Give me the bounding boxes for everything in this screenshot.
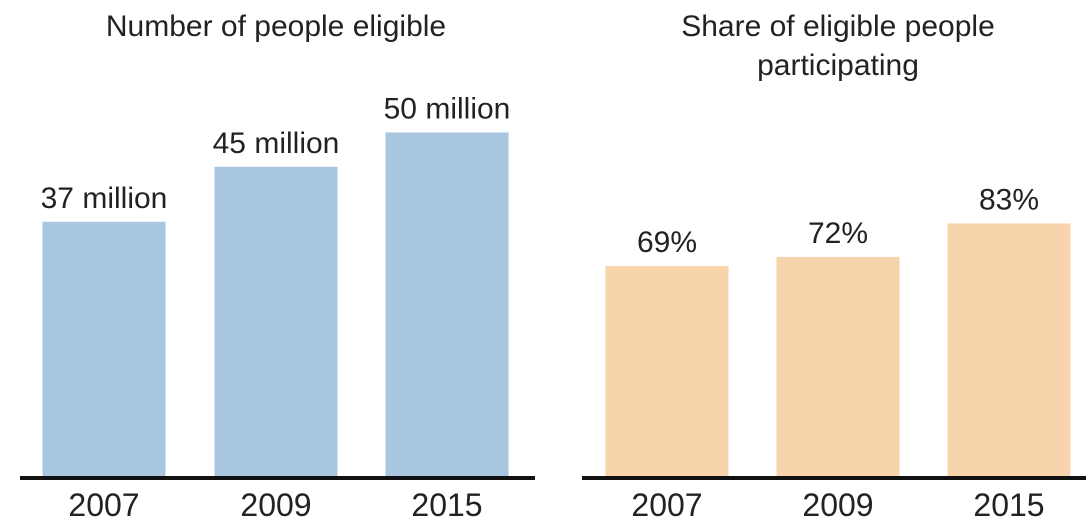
data-label-2009: 45 million: [213, 127, 340, 160]
bar-2009: [215, 167, 338, 476]
data-label-2015: 83%: [979, 183, 1039, 216]
tick-label-2009: 2009: [240, 487, 311, 523]
bar-2007: [606, 266, 729, 476]
bar-2015: [948, 223, 1071, 476]
data-label-2007: 69%: [637, 226, 697, 259]
tick-label-2015: 2015: [411, 487, 482, 523]
chart-title-line-1: Share of eligible people: [681, 10, 995, 43]
chart-title-line-2: participating: [757, 49, 919, 82]
tick-label-2007: 2007: [631, 487, 702, 523]
data-label-2007: 37 million: [41, 182, 168, 215]
data-label-2015: 50 million: [384, 92, 511, 125]
tick-label-2009: 2009: [802, 487, 873, 523]
bar-2007: [43, 222, 166, 476]
data-label-2009: 72%: [808, 217, 868, 250]
chart-title: Number of people eligible: [106, 10, 446, 43]
chart-eligible-people: Number of people eligible 37 million 45 …: [20, 10, 535, 523]
tick-label-2015: 2015: [973, 487, 1044, 523]
bar-2009: [777, 257, 900, 476]
bar-2015: [386, 132, 509, 476]
tick-label-2007: 2007: [68, 487, 139, 523]
chart-participation-share: Share of eligible people participating 6…: [582, 10, 1086, 523]
